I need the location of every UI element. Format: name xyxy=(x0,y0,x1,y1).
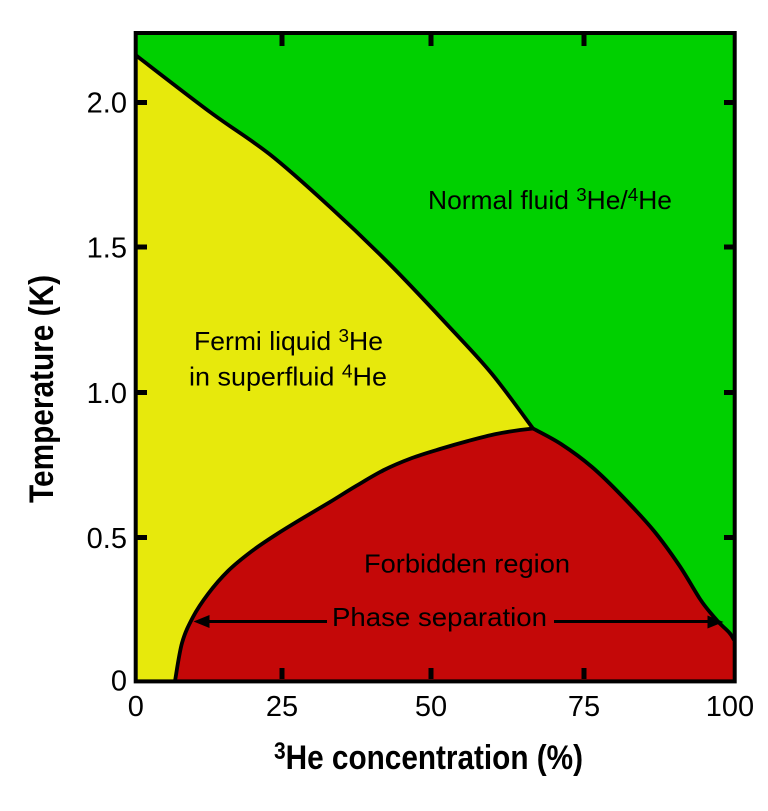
svg-text:25: 25 xyxy=(266,691,298,723)
svg-text:Forbidden region: Forbidden region xyxy=(364,549,570,579)
svg-text:1.5: 1.5 xyxy=(87,233,127,265)
svg-text:Phase separation: Phase separation xyxy=(332,602,547,632)
svg-text:Temperature (K): Temperature (K) xyxy=(23,275,61,503)
svg-text:Normal fluid 3He/4He: Normal fluid 3He/4He xyxy=(428,184,672,215)
svg-text:75: 75 xyxy=(568,691,600,723)
svg-text:0.5: 0.5 xyxy=(87,523,127,555)
svg-text:0: 0 xyxy=(111,666,127,698)
svg-text:50: 50 xyxy=(415,691,447,723)
svg-text:100: 100 xyxy=(706,691,754,723)
svg-text:0: 0 xyxy=(128,691,144,723)
svg-text:1.0: 1.0 xyxy=(87,378,127,410)
svg-text:Fermi liquid 3He: Fermi liquid 3He xyxy=(194,325,383,356)
svg-text:2.0: 2.0 xyxy=(87,87,127,119)
svg-text:3He concentration (%): 3He concentration (%) xyxy=(274,738,583,777)
svg-text:in superfluid 4He: in superfluid 4He xyxy=(189,361,387,392)
